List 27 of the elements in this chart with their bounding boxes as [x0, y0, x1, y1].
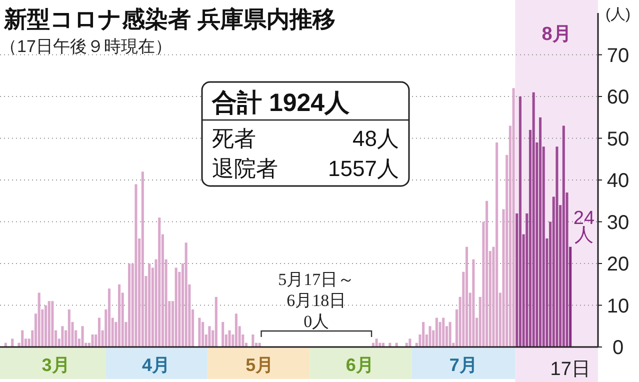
subtitle: （17日午後９時現在）: [0, 37, 172, 56]
value-label: 人: [574, 224, 594, 246]
title: 新型コロナ感染者 兵庫県内推移: [4, 6, 336, 32]
category-label: 5月: [246, 355, 274, 375]
category-label: 7月: [449, 355, 478, 375]
y-tick-label: 50: [606, 128, 630, 150]
y-tick-label: 0: [612, 337, 624, 359]
y-tick-label: 20: [606, 254, 630, 276]
category-label: 3月: [42, 355, 70, 375]
category-label: 4月: [142, 355, 170, 375]
note: 48人: [352, 126, 399, 151]
y-tick-label: 10: [606, 295, 630, 318]
y-tick-label: 40: [606, 170, 630, 192]
note: 8月: [542, 24, 572, 45]
note: 退院者: [212, 156, 278, 181]
y-tick-label: 60: [606, 86, 630, 108]
y-tick-label: 70: [606, 44, 630, 67]
note: 0人: [304, 312, 330, 331]
ylabel: (人): [606, 6, 630, 23]
note: 死者: [212, 126, 256, 151]
y-tick-label: 30: [606, 212, 630, 234]
category-label: 17日: [550, 359, 590, 380]
note: 6月18日: [286, 291, 346, 310]
category-label: 6月: [346, 355, 374, 375]
note: 5月17日～: [278, 270, 355, 289]
note: 1557人: [328, 156, 399, 181]
note: 合計 1924人: [212, 89, 350, 117]
